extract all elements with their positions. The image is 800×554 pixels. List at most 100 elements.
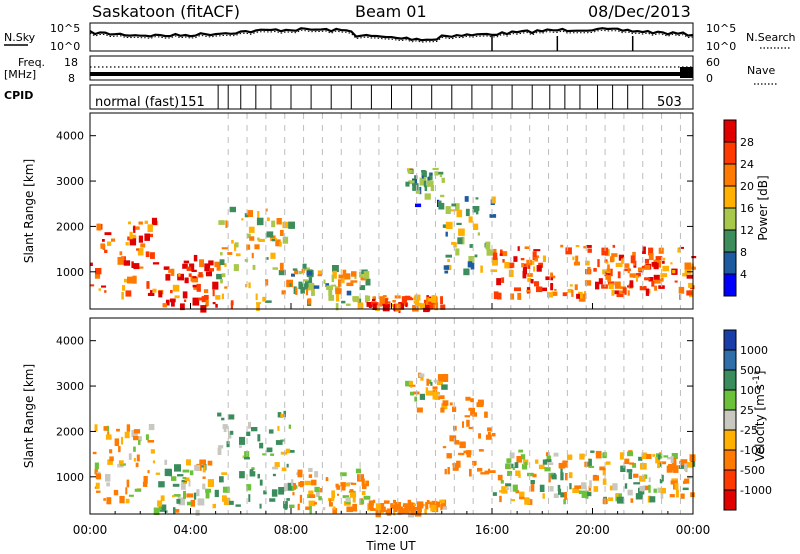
velocity-colorbar-tick-label: 100: [740, 384, 761, 397]
heatmap-cell: [516, 456, 523, 463]
beam-title: Beam 01: [355, 2, 427, 21]
heatmap-cell: [349, 489, 354, 493]
heatmap-cell: [640, 463, 647, 470]
heatmap-cell: [574, 284, 578, 291]
heatmap-cell: [183, 260, 190, 264]
heatmap-cell: [105, 474, 111, 482]
heatmap-cell: [331, 274, 335, 283]
heatmap-cell: [105, 434, 112, 440]
heatmap-cell: [620, 465, 626, 472]
power-colorbar-swatch: [724, 230, 736, 252]
heatmap-cell: [137, 266, 144, 269]
heatmap-cell: [426, 296, 430, 303]
heatmap-cell: [207, 460, 213, 466]
heatmap-cell: [275, 440, 283, 445]
heatmap-cell: [383, 500, 390, 504]
heatmap-cell: [639, 286, 647, 291]
heatmap-cell: [125, 290, 132, 297]
heatmap-cell: [578, 490, 582, 495]
heatmap-cell: [581, 482, 587, 490]
heatmap-cell: [268, 429, 274, 434]
heatmap-cell: [350, 482, 357, 485]
heatmap-cell: [534, 281, 540, 287]
heatmap-cell: [199, 459, 206, 465]
heatmap-cell: [350, 280, 358, 283]
heatmap-cell: [526, 259, 532, 266]
heatmap-cell: [643, 264, 651, 270]
heatmap-cell: [607, 275, 612, 283]
heatmap-cell: [372, 298, 376, 301]
heatmap-cell: [678, 465, 685, 469]
heatmap-cell: [90, 284, 95, 287]
heatmap-cell: [644, 258, 649, 264]
heatmap-cell: [553, 275, 556, 279]
heatmap-cell: [189, 470, 194, 476]
cpid-first-name: normal (fast): [95, 95, 179, 110]
heatmap-cell: [367, 503, 370, 511]
heatmap-cell: [569, 284, 573, 287]
power-y-label: Slant Range [km]: [22, 159, 36, 263]
heatmap-cell: [205, 488, 212, 493]
heatmap-cell: [418, 373, 425, 377]
heatmap-cell: [90, 262, 93, 266]
heatmap-cell: [691, 266, 696, 270]
heatmap-cell: [230, 302, 233, 309]
heatmap-cell: [440, 296, 443, 304]
heatmap-cell: [522, 266, 527, 275]
heatmap-cell: [518, 449, 523, 453]
heatmap-cell: [684, 478, 690, 484]
heatmap-cell: [507, 470, 513, 476]
heatmap-cell: [223, 428, 227, 432]
heatmap-cell: [444, 270, 449, 274]
heatmap-cell: [412, 304, 419, 312]
heatmap-cell: [538, 464, 545, 469]
heatmap-cell: [145, 251, 150, 258]
heatmap-cell: [201, 465, 204, 468]
heatmap-cell: [157, 500, 163, 507]
heatmap-cell: [560, 468, 563, 473]
velocity-colorbar-tick-label: -25: [740, 424, 758, 437]
heatmap-cell: [628, 472, 633, 480]
heatmap-cell: [370, 501, 374, 509]
heatmap-cell: [305, 506, 312, 510]
heatmap-cell: [667, 457, 672, 460]
heatmap-cell: [473, 463, 476, 466]
heatmap-cell: [199, 259, 204, 268]
heatmap-cell: [434, 302, 439, 311]
heatmap-cell: [412, 183, 419, 191]
heatmap-cell: [177, 273, 184, 281]
heatmap-cell: [221, 273, 226, 278]
heatmap-cell: [146, 281, 150, 289]
heatmap-cell: [567, 454, 573, 460]
heatmap-cell: [548, 475, 551, 483]
heatmap-cell: [592, 475, 599, 481]
heatmap-cell: [256, 303, 260, 311]
heatmap-cell: [272, 473, 276, 477]
heatmap-cell: [137, 248, 144, 256]
heatmap-cell: [121, 292, 124, 300]
heatmap-cell: [438, 395, 445, 400]
heatmap-cell: [501, 251, 508, 257]
heatmap-cell: [453, 425, 457, 431]
heatmap-cell: [162, 303, 167, 308]
heatmap-cell: [544, 459, 552, 463]
heatmap-cell: [174, 295, 180, 299]
heatmap-cell: [165, 299, 170, 306]
heatmap-cell: [662, 265, 670, 272]
heatmap-cell: [652, 454, 656, 457]
heatmap-cell: [426, 378, 430, 386]
heatmap-cell: [458, 228, 465, 236]
heatmap-cell: [431, 295, 437, 303]
heatmap-cell: [340, 472, 347, 477]
heatmap-cell: [532, 251, 537, 258]
heatmap-cell: [643, 474, 648, 479]
heatmap-cell: [106, 482, 110, 487]
heatmap-cell: [419, 186, 422, 195]
heatmap-cell: [262, 453, 267, 456]
heatmap-cell: [536, 265, 542, 272]
heatmap-cell: [684, 463, 687, 471]
heatmap-cell: [191, 269, 197, 272]
heatmap-cell: [177, 474, 184, 477]
heatmap-cell: [158, 290, 163, 298]
heatmap-cell: [686, 290, 693, 296]
